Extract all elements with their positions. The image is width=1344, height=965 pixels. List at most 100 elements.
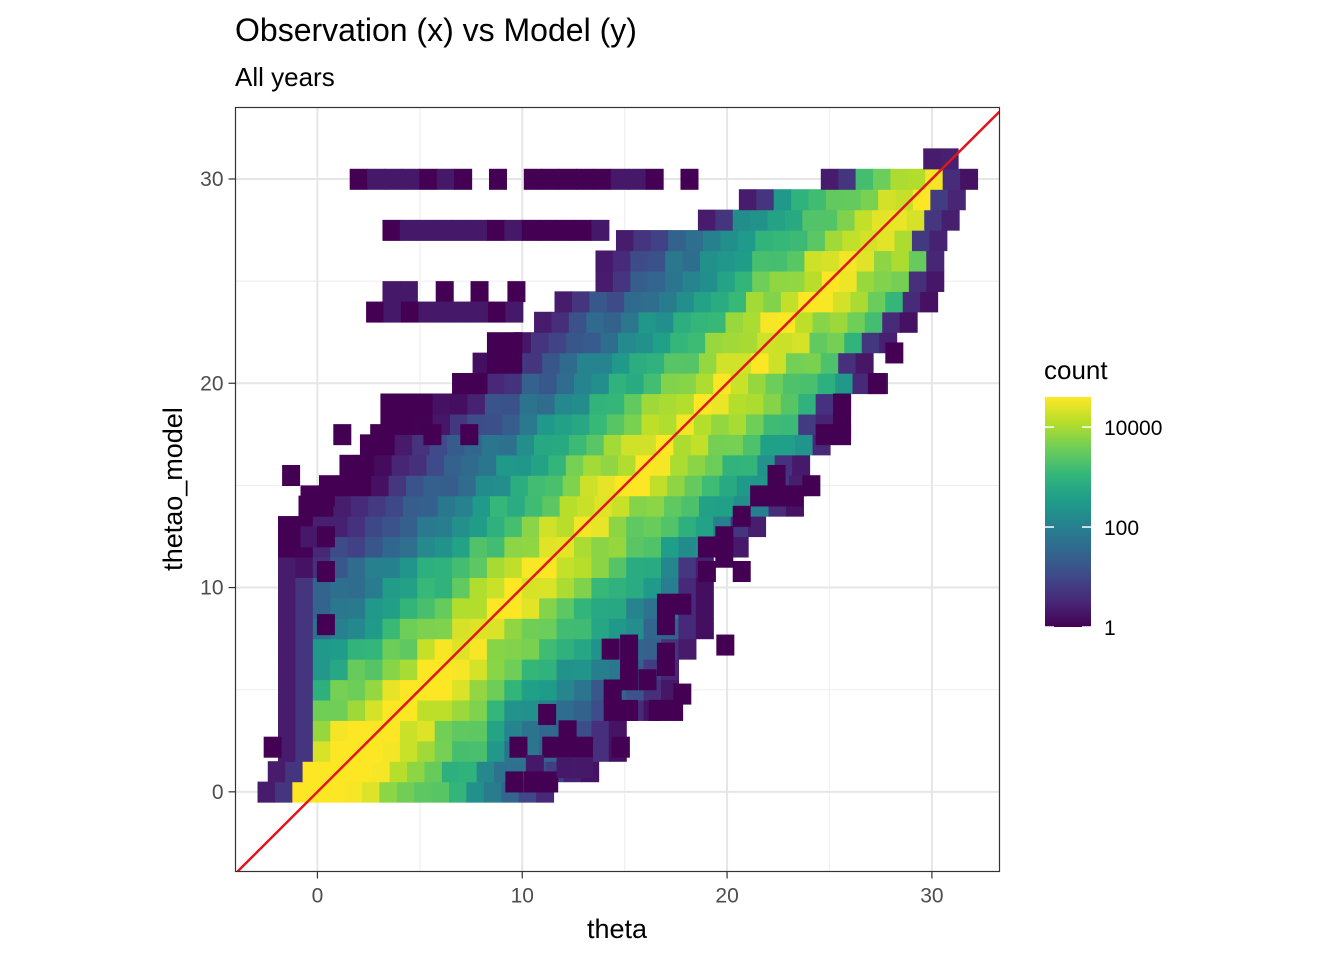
heatmap-bin: [635, 332, 654, 354]
heatmap-bin: [608, 577, 627, 599]
heatmap-bin: [312, 638, 331, 660]
heatmap-bin: [574, 757, 594, 779]
heatmap-bin: [521, 373, 540, 395]
heatmap-bin: [767, 464, 786, 487]
heatmap-bin: [608, 720, 627, 742]
heatmap-bin: [782, 373, 801, 395]
heatmap-bin: [504, 536, 523, 558]
heatmap-bin: [263, 736, 282, 758]
heatmap-bin: [382, 597, 401, 619]
heatmap-bin: [645, 168, 664, 190]
heatmap-bin: [748, 373, 767, 395]
heatmap-bin: [620, 634, 639, 656]
heatmap-bin: [316, 614, 335, 636]
heatmap-bin: [687, 454, 706, 476]
heatmap-bin: [885, 342, 904, 364]
heatmap-bin: [690, 434, 709, 456]
legend-title: count: [1044, 355, 1108, 385]
heatmap-bin: [790, 230, 809, 252]
heatmap-bin: [601, 638, 620, 660]
heatmap-bin: [618, 454, 637, 476]
heatmap-bin: [573, 638, 592, 660]
heatmap-bin: [586, 434, 605, 456]
heatmap-bin: [856, 270, 875, 292]
heatmap-bin: [562, 475, 581, 497]
heatmap-bin: [556, 373, 575, 395]
heatmap-bin: [420, 495, 439, 517]
heatmap-bin: [698, 352, 717, 374]
heatmap-bin: [469, 699, 488, 721]
heatmap-bin: [513, 454, 532, 476]
heatmap-bin: [621, 311, 640, 333]
heatmap-bin: [573, 597, 592, 619]
heatmap-bin: [573, 556, 592, 578]
heatmap-bin: [591, 219, 610, 241]
heatmap-bin: [330, 597, 349, 619]
heatmap-bin: [661, 536, 680, 558]
heatmap-bin: [539, 556, 558, 578]
heatmap-bin: [603, 679, 622, 701]
heatmap-bin: [608, 536, 627, 558]
heatmap-bin: [792, 454, 811, 476]
heatmap-bin: [670, 454, 689, 476]
heatmap-bin: [434, 618, 453, 640]
heatmap-bin: [330, 679, 349, 701]
heatmap-bin: [347, 618, 366, 640]
heatmap-bin: [435, 281, 454, 303]
heatmap-bin: [603, 434, 622, 456]
heatmap-bin: [382, 679, 401, 701]
heatmap-bin: [347, 516, 366, 538]
heatmap-bin: [417, 638, 436, 660]
heatmap-bin: [756, 189, 775, 211]
heatmap-bin: [573, 618, 592, 640]
heatmap-bin: [347, 597, 366, 619]
heatmap-bin: [611, 352, 630, 374]
heatmap-bin: [600, 332, 619, 354]
heatmap-bin: [399, 618, 418, 640]
heatmap-bin: [365, 699, 384, 721]
heatmap-bin: [784, 209, 803, 231]
heatmap-bin: [548, 454, 567, 476]
heatmap-bin: [278, 638, 297, 660]
heatmap-bin: [295, 720, 314, 742]
heatmap-bin: [577, 352, 596, 374]
heatmap-bin: [399, 638, 418, 660]
heatmap-bin: [470, 281, 489, 303]
heatmap-bin: [558, 168, 577, 190]
heatmap-bin: [545, 475, 564, 497]
heatmap-bin: [282, 526, 301, 548]
heatmap-bin: [641, 393, 660, 415]
heatmap-bin: [365, 556, 384, 578]
heatmap-bin: [843, 189, 862, 211]
heatmap-bin: [746, 291, 765, 313]
heatmap-bin: [542, 495, 561, 517]
heatmap-bin: [606, 291, 625, 313]
heatmap-bin: [449, 781, 468, 803]
heatmap-bin: [769, 270, 788, 292]
heatmap-bin: [682, 270, 701, 292]
heatmap-bin: [470, 301, 489, 323]
heatmap-bin: [820, 168, 839, 190]
heatmap-bin: [481, 434, 500, 456]
heatmap-bin: [434, 597, 453, 619]
heatmap-bin: [312, 577, 331, 599]
heatmap-bin: [292, 781, 311, 803]
x-tick-label: 0: [312, 885, 324, 908]
heatmap-bin: [257, 781, 276, 803]
x-tick-label: 30: [920, 885, 943, 908]
heatmap-bin: [502, 413, 521, 435]
heatmap-bin: [524, 352, 543, 374]
legend-ticks: 1 100 10000: [1045, 417, 1162, 640]
heatmap-bin: [835, 373, 854, 395]
heatmap-bin: [565, 454, 584, 476]
heatmap-bin: [751, 352, 770, 374]
heatmap-bin: [452, 556, 471, 578]
heatmap-bin: [516, 434, 535, 456]
heatmap-bin: [534, 434, 553, 456]
heatmap-bin: [826, 332, 845, 354]
heatmap-bin: [336, 475, 355, 497]
heatmap-bin: [554, 413, 573, 435]
heatmap-bin: [504, 352, 523, 374]
heatmap-bin: [638, 434, 657, 456]
heatmap-bin: [615, 230, 634, 252]
